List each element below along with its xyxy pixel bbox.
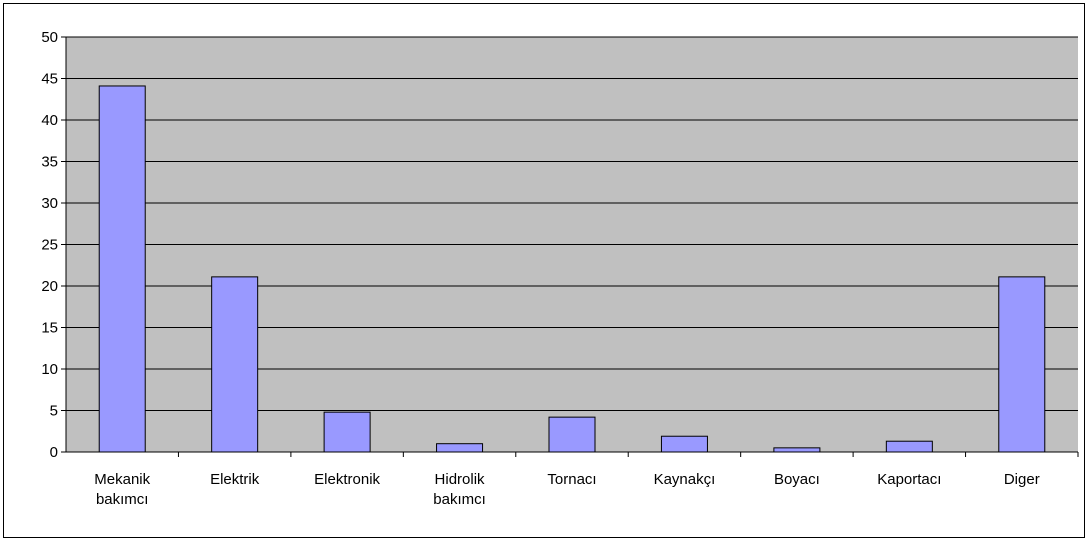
y-tick-label: 0 — [50, 444, 58, 461]
y-tick-label: 5 — [50, 403, 58, 420]
x-tick-label: Hidrolik bakımcı — [433, 471, 486, 508]
x-tick-label: Elektrik — [210, 471, 260, 488]
bar — [98, 85, 146, 453]
bar — [998, 276, 1046, 453]
x-tick-label: Diger — [1004, 471, 1040, 488]
bar — [436, 443, 484, 453]
y-tick-label: 25 — [41, 237, 58, 254]
y-tick-label: 40 — [41, 112, 58, 129]
x-tick-label: Kaynakçı — [654, 471, 716, 488]
x-tick-label: Mekanik bakımcı — [94, 471, 150, 508]
y-tick-label: 50 — [41, 29, 58, 46]
bar — [323, 411, 371, 453]
y-tick-label: 20 — [41, 278, 58, 295]
bar — [773, 447, 821, 453]
bar — [211, 276, 259, 453]
y-tick-label: 10 — [41, 361, 58, 378]
bar — [660, 435, 708, 453]
y-tick-label: 30 — [41, 195, 58, 212]
y-tick-label: 15 — [41, 320, 58, 337]
x-tick-label: Boyacı — [774, 471, 820, 488]
x-tick-label: Elektronik — [314, 471, 380, 488]
bar — [548, 416, 596, 453]
x-tick-label: Tornacı — [547, 471, 596, 488]
x-tick-label: Kaportacı — [877, 471, 941, 488]
bar — [885, 440, 933, 453]
y-tick-label: 35 — [41, 154, 58, 171]
y-tick-label: 45 — [41, 71, 58, 88]
